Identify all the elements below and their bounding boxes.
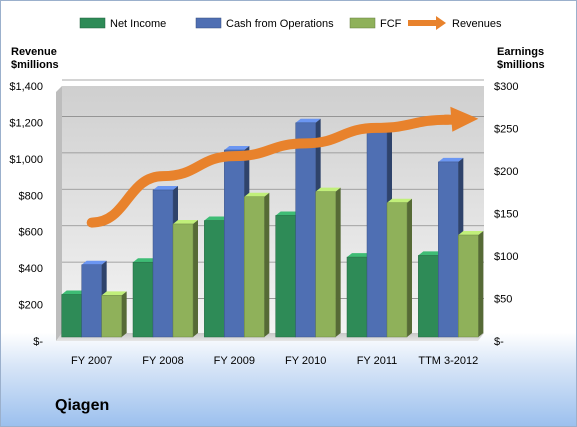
- legend-swatch: [349, 17, 376, 29]
- right-tick-label: $150: [494, 209, 518, 221]
- bar-fcf: [172, 219, 198, 338]
- legend-swatch: [195, 17, 222, 29]
- legend-label: Net Income: [110, 18, 166, 30]
- right-tick-label: $300: [494, 81, 518, 93]
- legend-item-fcf: FCF: [349, 17, 402, 30]
- bar-top-face: [204, 216, 230, 221]
- right-axis-title: Earnings $millions: [497, 46, 545, 72]
- bar-front-face: [346, 256, 368, 338]
- right-tick-label: $50: [494, 294, 512, 306]
- bar-front-face: [101, 295, 122, 338]
- right-tick-label: $-: [494, 336, 504, 348]
- bar-top-face: [347, 253, 372, 258]
- x-tick-label: FY 2010: [285, 355, 326, 367]
- bar-front-face: [295, 122, 316, 338]
- legend-label: Cash from Operations: [226, 18, 334, 30]
- bar-front-face: [366, 128, 388, 338]
- legend-swatch: [79, 17, 106, 29]
- left-tick-label: $200: [19, 300, 43, 312]
- legend-label: Revenues: [452, 18, 502, 30]
- left-axis-title-line-2: $millions: [11, 59, 59, 71]
- revenue-line: [86, 114, 454, 228]
- x-tick-label: FY 2007: [71, 355, 112, 367]
- bar-side-face: [478, 231, 484, 337]
- bar-top-face: [153, 185, 178, 190]
- bar-top-face: [101, 291, 127, 296]
- bar-front-face: [81, 264, 102, 338]
- bar-top-face: [81, 260, 107, 265]
- bar-side-face: [121, 291, 127, 337]
- bar-top-face: [61, 290, 87, 295]
- bar-top-face: [224, 146, 250, 150]
- x-tick-label: FY 2009: [214, 355, 255, 367]
- bar-front-face: [132, 261, 154, 338]
- left-axis-title: Revenue $millions: [11, 46, 59, 72]
- company-name: Qiagen: [55, 397, 110, 414]
- plot-side-wall: [56, 86, 62, 341]
- legend-item-revenues: Revenues: [408, 16, 502, 30]
- bar-fcf: [244, 192, 270, 338]
- bar-side-face: [335, 187, 341, 337]
- bar-front-face: [315, 191, 336, 338]
- legend-label: FCF: [380, 18, 402, 30]
- bar-top-face: [295, 118, 321, 123]
- bar-fcf: [386, 198, 412, 338]
- bar-top-face: [438, 157, 464, 162]
- bar-top-face: [418, 251, 444, 256]
- bar-front-face: [224, 149, 245, 338]
- bar-top-face: [458, 231, 484, 235]
- legend-item-cash-from-operations: Cash from Operations: [195, 17, 334, 30]
- bar-top-face: [133, 258, 158, 263]
- left-tick-label: $1,000: [9, 154, 43, 166]
- bar-front-face: [418, 255, 439, 338]
- bar-front-face: [152, 189, 174, 338]
- bar-front-face: [61, 294, 82, 338]
- bar-side-face: [193, 219, 198, 337]
- bar-fcf: [458, 231, 484, 338]
- legend-swatch-arrow: [436, 16, 446, 30]
- bar-fcf: [315, 187, 341, 338]
- bar-front-face: [386, 202, 408, 338]
- bar-fcf: [101, 291, 127, 338]
- bar-top-face: [315, 187, 341, 192]
- revenue-arrowhead: [450, 106, 479, 132]
- right-axis-title-line-1: Earnings: [497, 46, 545, 58]
- left-tick-label: $-: [33, 336, 43, 348]
- x-tick-label: FY 2008: [142, 355, 183, 367]
- right-tick-label: $250: [494, 124, 518, 136]
- right-tick-label: $100: [494, 251, 518, 263]
- right-tick-label: $200: [494, 166, 518, 178]
- bar-front-face: [204, 220, 225, 338]
- bar-front-face: [172, 223, 194, 338]
- bar-top-face: [275, 211, 301, 216]
- right-axis-title-line-2: $millions: [497, 59, 545, 71]
- bar-front-face: [275, 215, 296, 338]
- legend-item-net-income: Net Income: [79, 17, 166, 30]
- left-axis-title-line-1: Revenue: [11, 46, 57, 58]
- bar-front-face: [458, 234, 479, 338]
- left-tick-label: $600: [19, 227, 43, 239]
- bar-front-face: [438, 161, 459, 338]
- bar-top-face: [173, 219, 198, 224]
- left-tick-label: $1,200: [9, 117, 43, 129]
- bar-side-face: [264, 192, 270, 337]
- left-tick-label: $1,400: [9, 81, 43, 93]
- left-tick-label: $800: [19, 190, 43, 202]
- bar-top-face: [244, 192, 270, 197]
- bar-side-face: [407, 198, 412, 337]
- left-tick-label: $400: [19, 263, 43, 275]
- x-tick-label: TTM 3-2012: [418, 355, 478, 367]
- bar-front-face: [244, 196, 265, 338]
- bar-top-face: [387, 198, 412, 203]
- x-tick-label: FY 2011: [357, 355, 398, 367]
